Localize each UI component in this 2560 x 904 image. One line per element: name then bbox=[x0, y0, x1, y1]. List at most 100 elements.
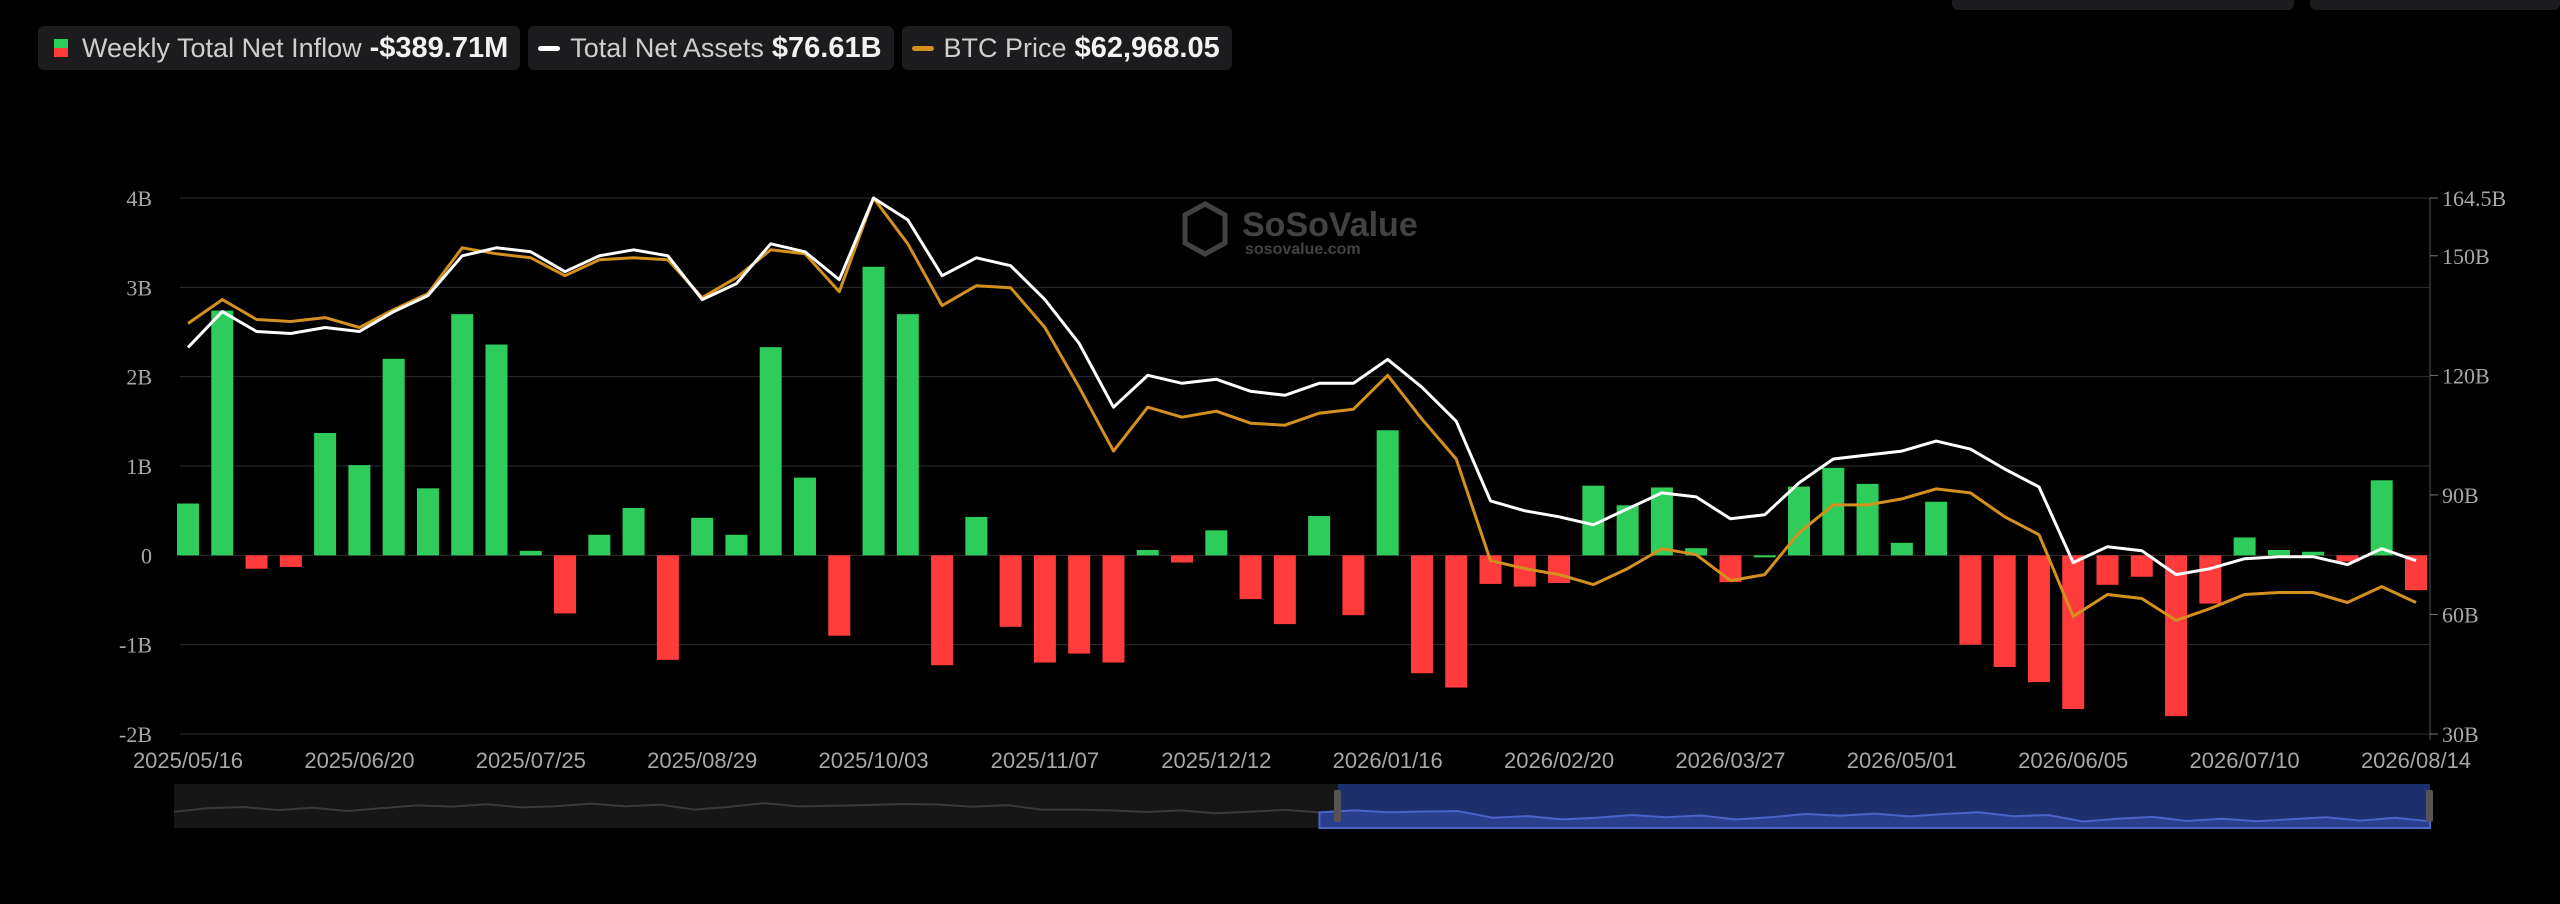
inflow-bar bbox=[314, 432, 337, 556]
right-axis: 30B 60B 90B 120B 150B 164.5B bbox=[2430, 186, 2506, 747]
watermark-site: sosovalue.com bbox=[1245, 241, 1361, 258]
inflow-bar bbox=[793, 477, 816, 556]
navigator-sparkline-selected bbox=[1318, 809, 2431, 829]
inflow-bar bbox=[1136, 549, 1159, 556]
inflow-bar bbox=[1959, 555, 1982, 645]
x-tick-label: 2026/03/27 bbox=[1675, 748, 1785, 773]
legend-inflow-label: Weekly Total Net Inflow bbox=[82, 32, 362, 63]
x-tick-label: 2025/12/12 bbox=[1161, 748, 1271, 773]
x-tick-label: 2026/01/16 bbox=[1333, 748, 1443, 773]
left-tick-label: 3B bbox=[126, 275, 152, 300]
inflow-bar bbox=[759, 347, 782, 556]
inflow-bar bbox=[588, 534, 611, 556]
top-control-left[interactable] bbox=[1952, 0, 2294, 10]
x-tick-label: 2025/11/07 bbox=[991, 748, 1099, 773]
right-tick-label: 90B bbox=[2442, 483, 2479, 508]
inflow-bar bbox=[1685, 548, 1708, 556]
inflow-bar bbox=[2199, 555, 2222, 604]
right-tick-label: 164.5B bbox=[2442, 186, 2506, 211]
inflow-bar bbox=[1548, 555, 1571, 584]
watermark-brand: SoSoValue bbox=[1242, 206, 1418, 244]
inflow-bar bbox=[451, 314, 474, 556]
x-tick-label: 2026/05/01 bbox=[1847, 748, 1957, 773]
inflow-bars bbox=[177, 266, 2427, 717]
legend-inflow[interactable]: Weekly Total Net Inflow -$389.71M bbox=[38, 26, 521, 70]
inflow-bar bbox=[622, 507, 645, 556]
sosovalue-logo-icon bbox=[1182, 201, 1228, 257]
inflow-bar bbox=[1856, 483, 1879, 556]
x-tick-label: 2026/06/05 bbox=[2018, 748, 2128, 773]
x-axis: 2025/05/16 2025/06/20 2025/07/25 2025/08/29… bbox=[133, 748, 2471, 773]
x-tick-label: 2025/07/25 bbox=[476, 748, 586, 773]
x-tick-label: 2025/08/29 bbox=[647, 748, 757, 773]
x-tick-label: 2026/08/14 bbox=[2361, 748, 2471, 773]
inflow-bar bbox=[382, 358, 405, 556]
inflow-bar bbox=[1890, 542, 1913, 556]
inflow-bar bbox=[931, 555, 954, 666]
inflow-bar bbox=[965, 516, 988, 556]
grid-lines bbox=[180, 197, 2431, 740]
legend-assets[interactable]: Total Net Assets $76.61B bbox=[528, 26, 894, 70]
top-control-right[interactable] bbox=[2310, 0, 2560, 10]
inflow-bar bbox=[1410, 555, 1433, 674]
right-tick-label: 30B bbox=[2442, 722, 2479, 747]
inflow-bar bbox=[1993, 555, 2016, 667]
inflow-bar bbox=[1342, 555, 1365, 616]
inflow-bar bbox=[1239, 555, 1262, 600]
x-tick-label: 2026/07/10 bbox=[2190, 748, 2300, 773]
inflow-bar bbox=[1445, 555, 1468, 688]
btc-price-line bbox=[187, 196, 2417, 622]
left-tick-label: -1B bbox=[119, 633, 152, 658]
inflow-bar bbox=[1308, 516, 1331, 556]
inflow-bar bbox=[1822, 467, 1845, 556]
legend-assets-value: $76.61B bbox=[771, 31, 882, 64]
left-tick-label: -2B bbox=[119, 722, 152, 747]
legend-btc-label: BTC Price bbox=[943, 32, 1067, 63]
inflow-bar bbox=[245, 555, 268, 569]
inflow-bar bbox=[1925, 501, 1948, 556]
inflow-bar bbox=[2062, 555, 2085, 709]
legend-assets-label: Total Net Assets bbox=[570, 32, 764, 63]
legend-btc[interactable]: BTC Price $62,968.05 bbox=[901, 26, 1232, 70]
inflow-bar bbox=[177, 503, 199, 556]
inflow-bar bbox=[554, 555, 577, 614]
x-tick-label: 2025/10/03 bbox=[818, 748, 928, 773]
inflow-bar bbox=[1513, 555, 1536, 587]
inflow-bar bbox=[519, 550, 542, 556]
right-tick-label: 150B bbox=[2442, 244, 2490, 269]
navigator bbox=[173, 784, 2433, 829]
x-tick-label: 2025/06/20 bbox=[304, 748, 414, 773]
navigator-handle-icon[interactable] bbox=[2426, 790, 2433, 822]
inflow-bar bbox=[862, 266, 885, 556]
series-lines bbox=[186, 196, 2417, 622]
inflow-bar bbox=[2027, 555, 2050, 683]
inflow-bar bbox=[1068, 555, 1091, 654]
inflow-bar bbox=[999, 555, 1022, 627]
left-tick-label: 2B bbox=[126, 365, 152, 390]
inflow-bar bbox=[2336, 555, 2359, 562]
legend: Weekly Total Net Inflow -$389.71M Total … bbox=[38, 26, 1232, 70]
inflow-bar bbox=[416, 488, 439, 556]
inflow-bar bbox=[1788, 486, 1811, 556]
inflow-bar bbox=[1273, 555, 1296, 625]
assets-line-swatch-icon bbox=[538, 45, 561, 51]
watermark: SoSoValue sosovalue.com bbox=[1182, 201, 1418, 258]
inflow-bar bbox=[691, 517, 714, 556]
inflow-bar bbox=[485, 344, 508, 556]
inflow-bar bbox=[725, 534, 748, 556]
inflow-bar bbox=[1753, 555, 1776, 558]
inflow-bar bbox=[2405, 555, 2427, 591]
btc-line-swatch-icon bbox=[911, 45, 934, 51]
inflow-bar bbox=[2267, 549, 2290, 556]
left-axis: -2B -1B 0 1B 2B 3B 4B bbox=[119, 186, 152, 747]
bar-swatch-icon bbox=[54, 39, 68, 57]
inflow-bar bbox=[348, 465, 371, 556]
inflow-bar bbox=[1102, 555, 1125, 663]
right-tick-label: 60B bbox=[2442, 602, 2479, 627]
inflow-bar bbox=[1205, 530, 1228, 556]
navigator-handle-left[interactable] bbox=[1334, 790, 1341, 822]
left-tick-label: 1B bbox=[126, 454, 152, 479]
right-tick-label: 120B bbox=[2442, 363, 2490, 388]
inflow-bar bbox=[279, 555, 302, 567]
